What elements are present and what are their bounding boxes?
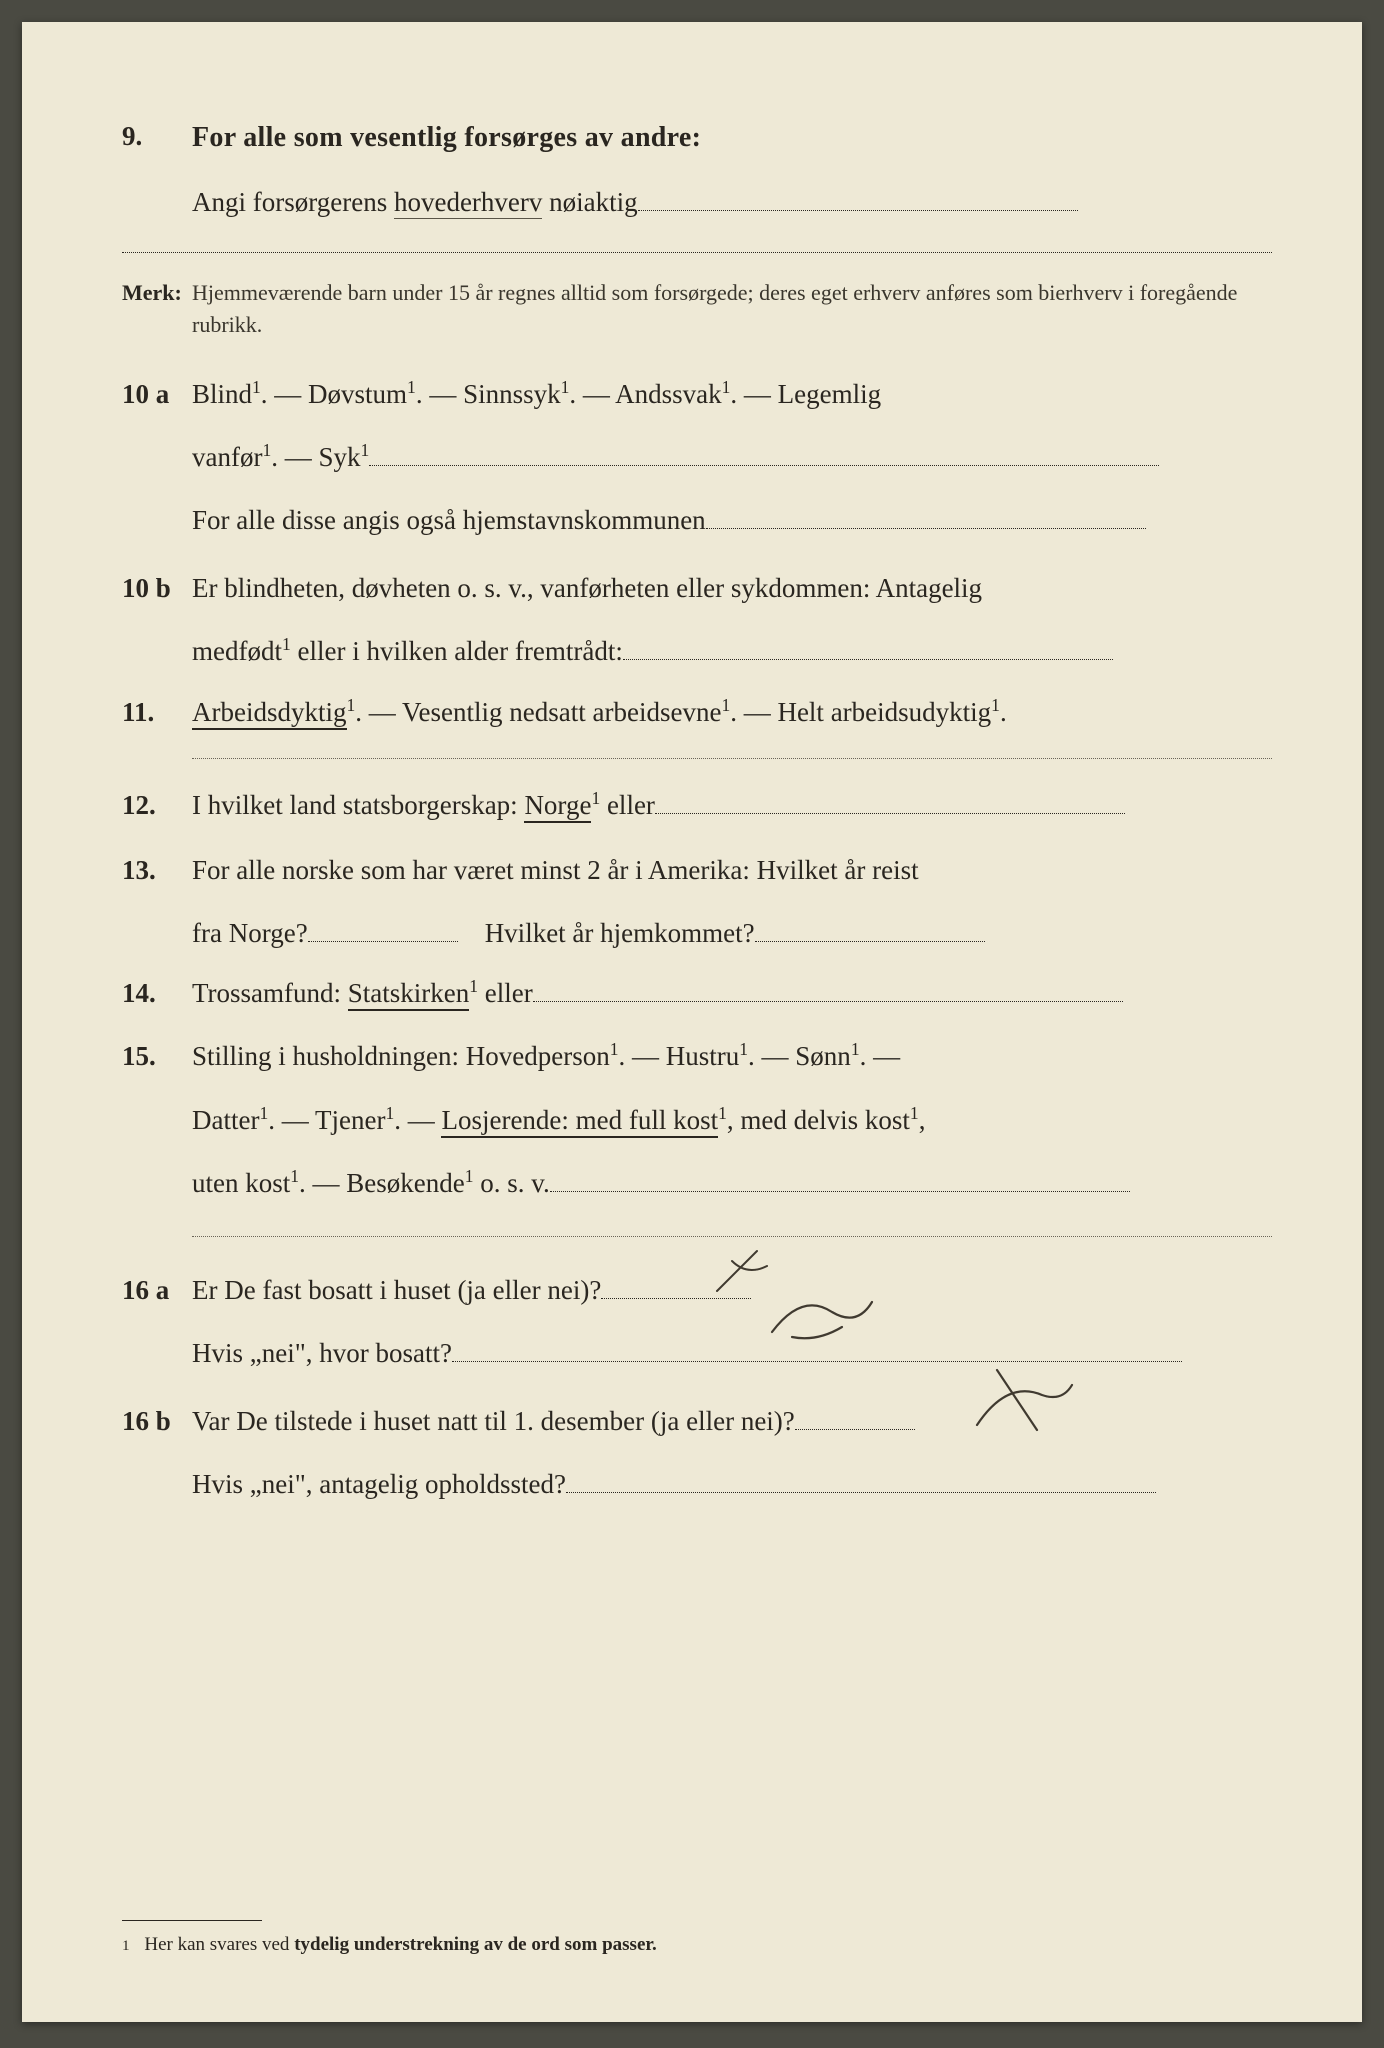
question-10a: 10 a Blind1. — Døvstum1. — Sinnssyk1. — … — [122, 363, 1272, 553]
q15-1d: . — — [860, 1041, 901, 1071]
q15-3b: . — Besøkende — [299, 1168, 465, 1198]
q9-line2-c: nøiaktig — [542, 187, 637, 217]
q10a-blind: Blind — [192, 379, 252, 409]
footnote-rule — [122, 1920, 262, 1921]
q10a-fill1[interactable] — [369, 437, 1159, 466]
q15-1b: . — Hustru — [619, 1041, 740, 1071]
q10a-t2: . — Sinnssyk — [416, 379, 561, 409]
q12-a: I hvilket land statsborgerskap: — [192, 790, 524, 820]
q15-2a: Datter — [192, 1105, 259, 1135]
q16b-fill1[interactable] — [795, 1400, 915, 1429]
q16a-line2: Hvis „nei", hvor bosatt? — [192, 1338, 452, 1368]
q15-2f: , — [919, 1105, 926, 1135]
q10b-line1: Er blindheten, døvheten o. s. v., vanfør… — [192, 557, 1272, 620]
divider-after-11 — [192, 758, 1272, 759]
q10a-vanfor: vanfør — [192, 442, 262, 472]
q14-a: Trossamfund: — [192, 978, 348, 1008]
q9-hovederhverv: hovederhverv — [394, 187, 542, 219]
footnote-block: 1 Her kan svares ved tydelig understrekn… — [122, 1920, 1272, 1962]
q14-c: eller — [478, 978, 533, 1008]
q15-2b: . — Tjener — [268, 1105, 385, 1135]
q13-fill2[interactable] — [755, 913, 985, 942]
q11-b: . — Vesentlig nedsatt arbeidsevne — [355, 697, 721, 727]
q9-number: 9. — [122, 112, 192, 162]
q11-d: . — [1000, 697, 1007, 727]
q14-number: 14. — [122, 969, 192, 1019]
q11-arbeidsdyktig: Arbeidsdyktig — [192, 697, 347, 730]
q16b-line1: Var De tilstede i huset natt til 1. dese… — [192, 1406, 795, 1436]
q15-2c: . — — [394, 1105, 441, 1135]
question-9: 9. For alle som vesentlig forsørges av a… — [122, 112, 1272, 228]
q12-c: eller — [600, 790, 655, 820]
q16a-line1: Er De fast bosatt i huset (ja eller nei)… — [192, 1275, 601, 1305]
q9-fill[interactable] — [638, 181, 1078, 210]
q9-title: For alle som vesentlig forsørges av andr… — [192, 112, 1272, 164]
footnote-text-b: tydelig understrekning av de ord som pas… — [294, 1934, 657, 1955]
q14-fill[interactable] — [533, 973, 1123, 1002]
question-13: 13. For alle norske som har været minst … — [122, 839, 1272, 966]
q10a-t1: . — Døvstum — [261, 379, 407, 409]
q10a-fill2[interactable] — [706, 500, 1146, 529]
q12-fill[interactable] — [655, 784, 1125, 813]
q15-3a: uten kost — [192, 1168, 290, 1198]
q15-losjerende: Losjerende: med full kost — [441, 1105, 718, 1138]
q13-number: 13. — [122, 839, 192, 902]
census-form-page: 9. For alle som vesentlig forsørges av a… — [22, 22, 1362, 2022]
q9-line2-a: Angi forsørgerens — [192, 187, 394, 217]
q10a-t3: . — Andssvak — [569, 379, 721, 409]
q16a-fill1[interactable] — [601, 1269, 751, 1298]
q16b-fill2[interactable] — [566, 1464, 1156, 1493]
question-14: 14. Trossamfund: Statskirken1 eller — [122, 969, 1272, 1019]
question-10b: 10 b Er blindheten, døvheten o. s. v., v… — [122, 557, 1272, 684]
q13-line2b: Hvilket år hjemkommet? — [485, 918, 755, 948]
q13-line1: For alle norske som har været minst 2 år… — [192, 839, 1272, 902]
q10b-number: 10 b — [122, 557, 192, 620]
q10a-syk: . — Syk — [271, 442, 360, 472]
q10a-number: 10 a — [122, 363, 192, 426]
q11-c: . — Helt arbeidsudyktig — [730, 697, 991, 727]
question-12: 12. I hvilket land statsborgerskap: Norg… — [122, 781, 1272, 831]
q11-number: 11. — [122, 688, 192, 738]
question-16b: 16 b Var De tilstede i huset natt til 1.… — [122, 1390, 1272, 1517]
divider-after-9 — [122, 252, 1272, 253]
q14-statskirken: Statskirken — [348, 978, 470, 1011]
q15-number: 15. — [122, 1025, 192, 1088]
q13-fill1[interactable] — [308, 913, 458, 942]
q15-1c: . — Sønn — [748, 1041, 851, 1071]
footnote-text-a: Her kan svares ved — [144, 1934, 294, 1955]
q13-line2a: fra Norge? — [192, 918, 308, 948]
q16a-number: 16 a — [122, 1259, 192, 1322]
q12-number: 12. — [122, 781, 192, 831]
q15-3c: o. s. v. — [474, 1168, 550, 1198]
q15-1a: Stilling i husholdningen: Hovedperson — [192, 1041, 610, 1071]
merk-label: Merk: — [122, 277, 192, 309]
q15-fill[interactable] — [550, 1163, 1130, 1192]
q12-norge: Norge — [524, 790, 591, 823]
merk-note: Merk: Hjemmeværende barn under 15 år reg… — [122, 277, 1272, 341]
question-16a: 16 a Er De fast bosatt i huset (ja eller… — [122, 1259, 1272, 1386]
question-11: 11. Arbeidsdyktig1. — Vesentlig nedsatt … — [122, 688, 1272, 738]
q16b-number: 16 b — [122, 1390, 192, 1453]
question-15: 15. Stilling i husholdningen: Hovedperso… — [122, 1025, 1272, 1215]
q16b-line2: Hvis „nei", antagelig opholdssted? — [192, 1469, 566, 1499]
q10a-t4: . — Legemlig — [730, 379, 881, 409]
q10a-line3: For alle disse angis også hjemstavnskomm… — [192, 505, 706, 535]
q10b-fill[interactable] — [623, 631, 1113, 660]
q10b-medfodt: medfødt — [192, 636, 282, 666]
q15-2e: , med delvis kost — [727, 1105, 910, 1135]
footnote-number: 1 — [122, 1937, 130, 1954]
q16a-fill2[interactable] — [452, 1333, 1182, 1362]
q10b-line2b: eller i hvilken alder fremtrådt: — [291, 636, 623, 666]
merk-text: Hjemmeværende barn under 15 år regnes al… — [192, 277, 1272, 341]
divider-after-15 — [192, 1236, 1272, 1237]
